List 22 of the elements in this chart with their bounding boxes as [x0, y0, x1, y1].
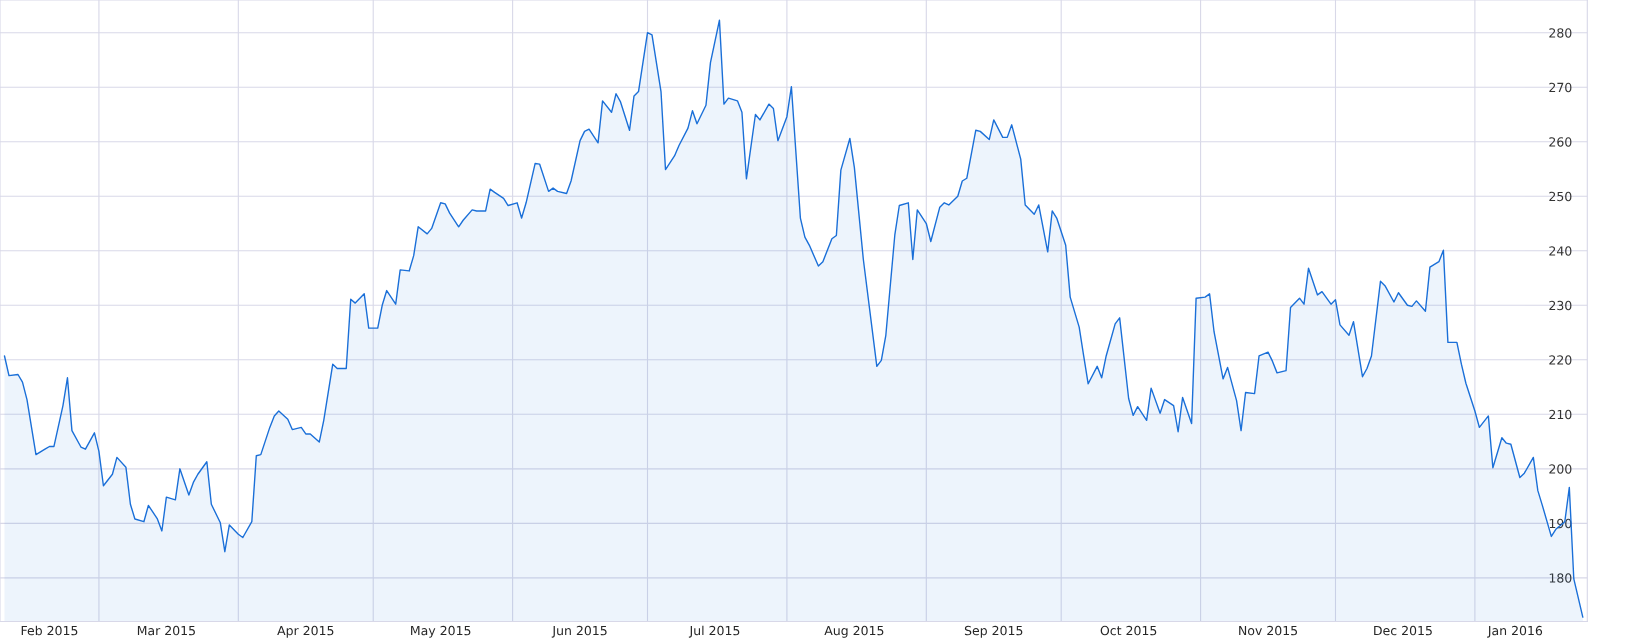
x-tick-label: Dec 2015	[1374, 625, 1432, 636]
y-tick-label: 240	[1549, 246, 1572, 256]
x-tick-label: Jun 2015	[551, 625, 607, 638]
y-tick-label: 250	[1549, 191, 1572, 202]
y-tick-label: 230	[1549, 300, 1572, 311]
y-tick-label: 200	[1549, 464, 1572, 474]
y-tick-label: 260	[1549, 137, 1572, 147]
x-tick-label: Apr 2015	[277, 625, 334, 638]
x-tick-label: Oct 2015	[1100, 625, 1157, 636]
y-tick-label: 270	[1549, 82, 1572, 93]
y-tick-label: 220	[1549, 355, 1572, 365]
x-tick-label: Feb 2015	[21, 625, 78, 636]
x-tick-label: Mar 2015	[137, 625, 195, 636]
x-tick-label: May 2015	[411, 625, 471, 638]
x-tick-label: Nov 2015	[1239, 625, 1298, 636]
x-tick-label: Aug 2015	[824, 625, 884, 638]
x-tick-label: Jul 2015	[688, 625, 740, 638]
y-tick-label: 210	[1549, 409, 1572, 420]
x-tick-label: Sep 2015	[964, 625, 1023, 638]
y-tick-label: 180	[1549, 573, 1572, 583]
y-tick-label: 280	[1549, 28, 1572, 38]
x-tick-label: Jan 2016	[1487, 625, 1543, 638]
